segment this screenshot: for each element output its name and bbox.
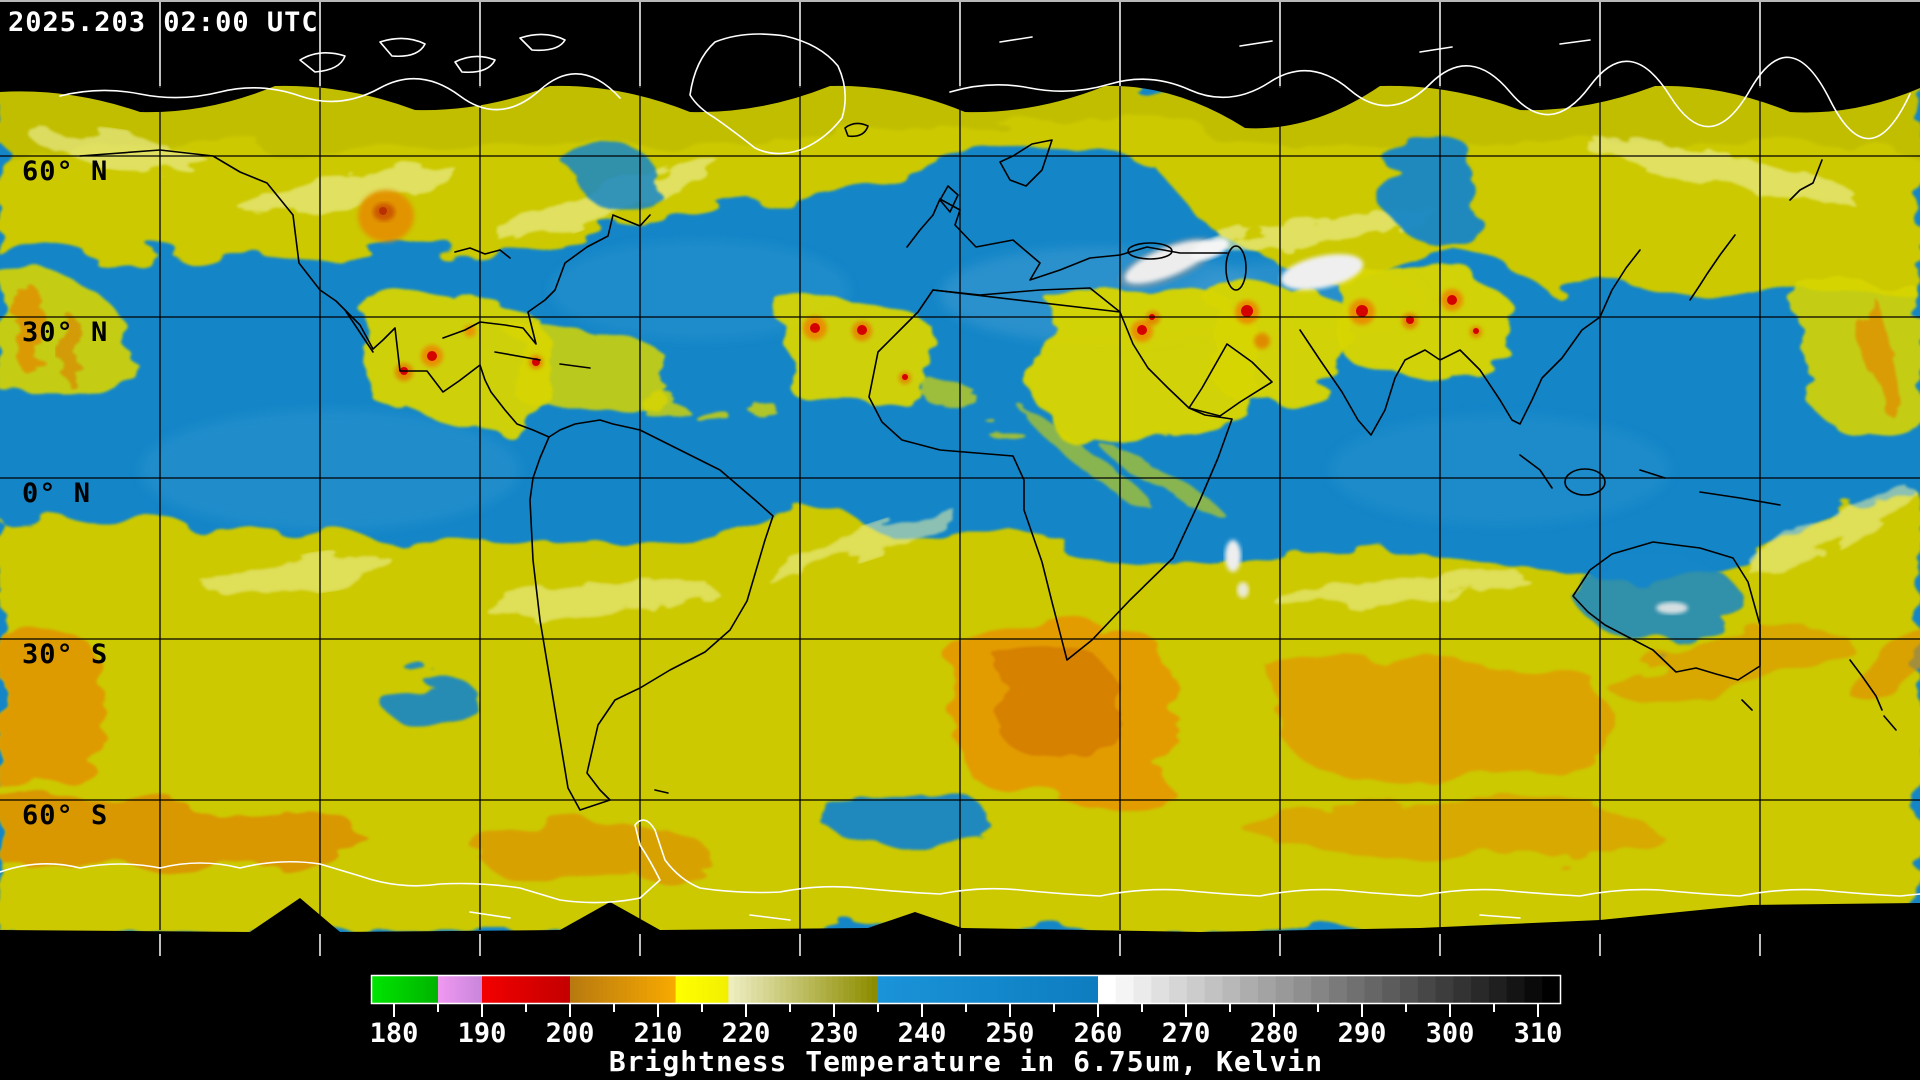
colorbar-tick-label: 210 (634, 1018, 683, 1049)
colorbar-tick-label: 200 (546, 1018, 595, 1049)
dry-swirl-hole (384, 674, 480, 730)
longitude-grid-void (159, 2, 1761, 956)
lat-label-60s: 60° S (22, 800, 108, 831)
colorbar-tick-label: 180 (370, 1018, 419, 1049)
colorbar-border (370, 974, 1562, 1005)
colorbar-tick-label: 230 (810, 1018, 859, 1049)
coastlines-black (79, 122, 1897, 811)
colorbar-gradient-segments (372, 976, 1561, 1003)
colorbar-title: Brightness Temperature in 6.75um, Kelvin (609, 1045, 1323, 1078)
lat-label-30n: 30° N (22, 317, 108, 348)
dry-swirl-hole (1382, 130, 1482, 240)
colorbar-tick-label: 220 (722, 1018, 771, 1049)
deep-convection-red-cores (400, 295, 1479, 380)
coastlines-white-arctic-antarctic (0, 33, 1920, 921)
colorbar-tick-label: 270 (1162, 1018, 1211, 1049)
dry-warm-blob-nw (358, 190, 414, 242)
dry-swirl-hole (1580, 558, 1740, 642)
colorbar-tick-labels: 180 190 200 210 220 230 240 250 260 270 280 290 300 3… (370, 1018, 1563, 1049)
warm-surface-white-patches (1119, 237, 1688, 614)
colorbar-tick-label: 290 (1338, 1018, 1387, 1049)
colorbar: 180 190 200 210 220 230 240 250 260 270 280 290 300 3… (370, 974, 1563, 1078)
cirrus-streaks-south (205, 487, 1917, 619)
timestamp: 2025.203 02:00 UTC (8, 7, 319, 38)
colorbar-tick-label: 240 (898, 1018, 947, 1049)
colorbar-tick-label: 300 (1426, 1018, 1475, 1049)
top-border-line-2 (0, 0, 1920, 2)
lat-label-30s: 30° S (22, 639, 108, 670)
map-graticule (0, 86, 1920, 930)
southern-orange-regions (0, 619, 1920, 880)
lat-label-0n: 0° N (22, 478, 91, 509)
colorbar-tick-label: 260 (1074, 1018, 1123, 1049)
colorbar-tick-label: 190 (458, 1018, 507, 1049)
lat-label-60n: 60° N (22, 156, 108, 187)
colorbar-ticks (393, 1004, 1539, 1017)
dry-swirl-hole (578, 148, 658, 208)
latitude-labels: 60° N 30° N 0° N 30° S 60° S (22, 156, 108, 831)
colorbar-tick-label: 250 (986, 1018, 1035, 1049)
colorbar-tick-label: 310 (1514, 1018, 1563, 1049)
monsoon-fan-streaks (1019, 406, 1225, 517)
dry-swirl-hole (820, 792, 990, 844)
colorbar-tick-label: 280 (1250, 1018, 1299, 1049)
